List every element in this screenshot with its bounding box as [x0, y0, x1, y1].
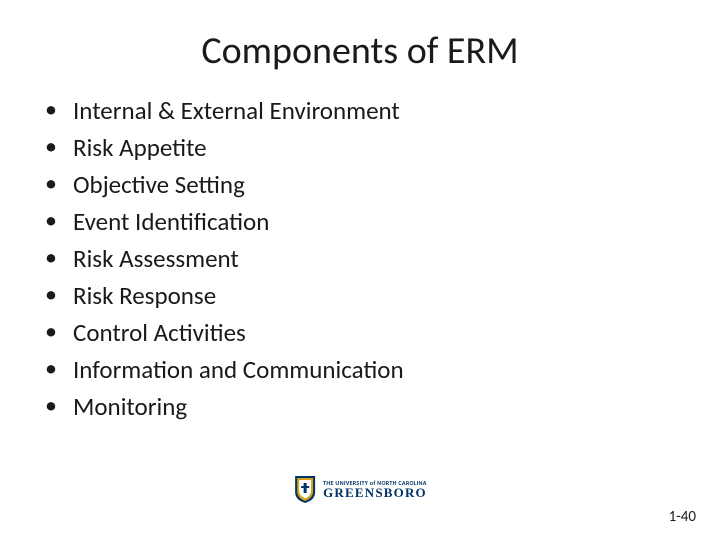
bullet-list: Internal & External Environment Risk App…	[0, 92, 720, 425]
slide-title: Components of ERM	[0, 0, 720, 92]
list-item: Risk Assessment	[45, 240, 720, 277]
list-item: Internal & External Environment	[45, 92, 720, 129]
list-item: Risk Appetite	[45, 129, 720, 166]
slide-number: 1-40	[669, 508, 696, 526]
logo-text: THE UNIVERSITY of NORTH CAROLINA GREENSB…	[323, 480, 427, 499]
list-item: Event Identification	[45, 203, 720, 240]
list-item: Control Activities	[45, 314, 720, 351]
list-item: Objective Setting	[45, 166, 720, 203]
list-item: Information and Communication	[45, 351, 720, 388]
university-logo: THE UNIVERSITY of NORTH CAROLINA GREENSB…	[293, 474, 427, 504]
logo-main: GREENSBORO	[323, 486, 427, 499]
list-item: Monitoring	[45, 388, 720, 425]
list-item: Risk Response	[45, 277, 720, 314]
shield-icon	[293, 474, 317, 504]
